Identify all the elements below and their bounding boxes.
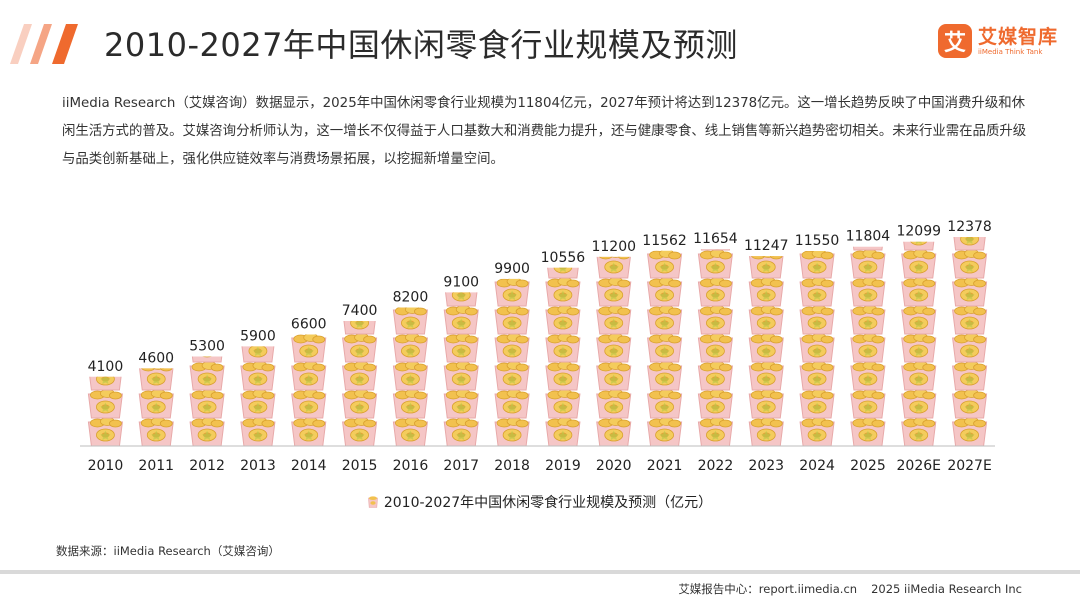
value-label-2022: 11654 bbox=[693, 231, 738, 247]
x-tick-label-2026E: 2026E bbox=[897, 458, 941, 474]
description-text: iiMedia Research（艾媒咨询）数据显示，2025年中国休闲零食行业… bbox=[62, 96, 1027, 167]
x-tick-label-2017: 2017 bbox=[443, 458, 479, 474]
footer-divider bbox=[0, 570, 1080, 574]
value-label-2023: 11247 bbox=[744, 238, 789, 254]
x-tick-label-2021: 2021 bbox=[647, 458, 683, 474]
x-tick-label-2025: 2025 bbox=[850, 458, 886, 474]
value-label-2011: 4600 bbox=[138, 350, 174, 366]
bar-2018 bbox=[494, 278, 530, 446]
chart-legend: 2010-2027年中国休闲零食行业规模及预测（亿元） bbox=[0, 492, 1080, 512]
x-tick-label-2018: 2018 bbox=[494, 458, 530, 474]
snack-bag-icon bbox=[368, 496, 378, 508]
x-tick-label-2014: 2014 bbox=[291, 458, 327, 474]
x-tick-label-2027E: 2027E bbox=[947, 458, 991, 474]
footer-site: 艾媒报告中心：report.iimedia.cn bbox=[678, 582, 858, 596]
logo-icon: 艾 bbox=[937, 24, 972, 58]
x-tick-label-2024: 2024 bbox=[799, 458, 835, 474]
value-label-2026E: 12099 bbox=[896, 224, 941, 240]
x-tick-label-2011: 2011 bbox=[138, 458, 174, 474]
value-label-2013: 5900 bbox=[240, 328, 276, 344]
bar-2010 bbox=[87, 376, 123, 446]
bar-2020 bbox=[596, 256, 632, 446]
value-label-2020: 11200 bbox=[591, 239, 636, 255]
value-label-2016: 8200 bbox=[393, 290, 429, 306]
value-label-2021: 11562 bbox=[642, 233, 687, 249]
x-tick-label-2023: 2023 bbox=[748, 458, 784, 474]
footer: 艾媒报告中心：report.iimedia.cn 2025 iiMedia Res… bbox=[678, 581, 1022, 597]
logo-tagline: iiMedia Think Tank bbox=[977, 47, 1043, 56]
x-tick-label-2019: 2019 bbox=[545, 458, 581, 474]
value-label-2014: 6600 bbox=[291, 317, 327, 333]
value-label-2015: 7400 bbox=[342, 303, 378, 319]
x-tick-label-2020: 2020 bbox=[596, 458, 632, 474]
x-tick-label-2015: 2015 bbox=[342, 458, 378, 474]
x-tick-label-2013: 2013 bbox=[240, 458, 276, 474]
brand-logo: 艾 艾媒智库 iiMedia Think Tank bbox=[937, 18, 1058, 64]
bar-2024 bbox=[799, 250, 835, 447]
logo-name: 艾媒智库 bbox=[977, 25, 1058, 48]
value-label-2027E: 12378 bbox=[947, 219, 992, 235]
x-tick-label-2022: 2022 bbox=[698, 458, 734, 474]
bar-2021 bbox=[647, 250, 683, 446]
data-source: 数据来源：iiMedia Research（艾媒咨询） bbox=[56, 544, 280, 558]
snack-market-bar-chart: 4100 2010 4600 2011 5300 2012 5900 2013 6600 2014… bbox=[80, 219, 995, 474]
legend-label: 2010-2027年中国休闲零食行业规模及预测（亿元） bbox=[383, 495, 713, 511]
value-label-2025: 11804 bbox=[846, 229, 891, 245]
x-tick-label-2012: 2012 bbox=[189, 458, 225, 474]
x-tick-label-2010: 2010 bbox=[88, 458, 124, 474]
footer-copyright: 2025 iiMedia Research Inc bbox=[871, 582, 1022, 596]
bar-2012 bbox=[189, 356, 225, 447]
value-label-2017: 9100 bbox=[443, 274, 479, 290]
value-label-2010: 4100 bbox=[88, 359, 124, 375]
value-label-2019: 10556 bbox=[541, 250, 586, 266]
value-label-2018: 9900 bbox=[494, 261, 530, 277]
bar-2013 bbox=[240, 346, 276, 446]
bar-2023 bbox=[748, 256, 784, 446]
x-tick-label-2016: 2016 bbox=[393, 458, 429, 474]
title-accent-bars bbox=[10, 24, 78, 64]
value-label-2024: 11550 bbox=[795, 233, 840, 249]
page-title: 2010-2027年中国休闲零食行业规模及预测 bbox=[104, 26, 738, 64]
value-label-2012: 5300 bbox=[189, 339, 225, 355]
